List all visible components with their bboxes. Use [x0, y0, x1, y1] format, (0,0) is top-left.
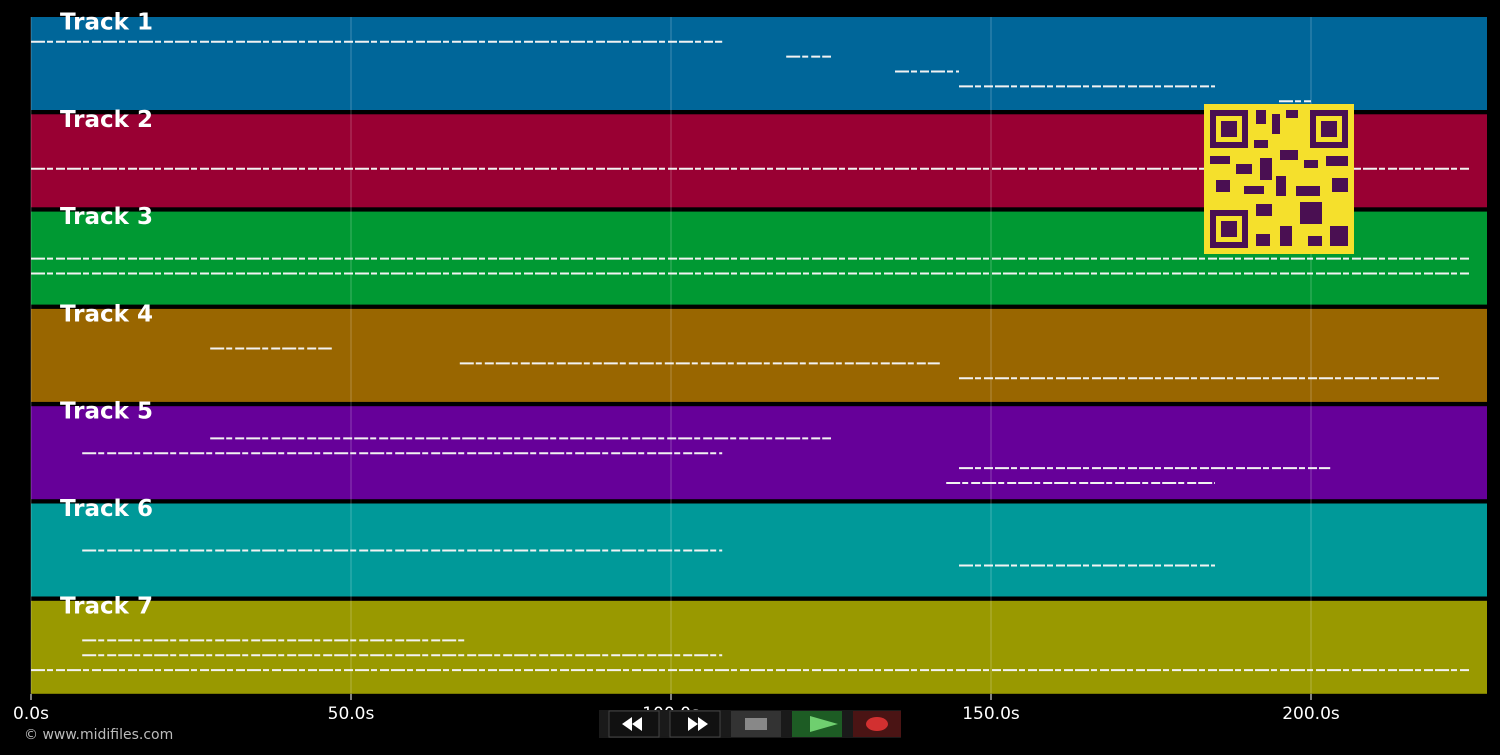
track-band	[31, 503, 1487, 597]
transport-controls	[599, 710, 901, 738]
track-label: Track 3	[60, 204, 153, 230]
labels: Track 1 Track 2 Track 3 Track 4 Track 5 Track…	[60, 10, 153, 620]
track-band	[31, 406, 1487, 500]
x-tick-label: 200.0s	[1282, 704, 1340, 724]
record-button[interactable]	[853, 711, 901, 737]
footer: © www.midifiles.com	[24, 727, 173, 743]
track-label: Track 6	[60, 496, 153, 522]
track-band	[31, 600, 1487, 694]
track-band	[31, 308, 1487, 402]
play-button[interactable]	[792, 711, 842, 737]
qr-code	[1204, 104, 1354, 254]
track-label: Track 5	[60, 399, 153, 425]
x-tick-label: 50.0s	[328, 704, 375, 724]
track-label: Track 4	[60, 301, 153, 327]
x-tick-label: 150.0s	[962, 704, 1020, 724]
stop-button[interactable]	[731, 711, 781, 737]
track-label: Track 7	[60, 593, 153, 619]
track-band	[31, 17, 1487, 110]
track-label: Track 1	[60, 10, 153, 36]
forward-button[interactable]	[669, 710, 721, 738]
track-label: Track 2	[60, 107, 153, 133]
rewind-button[interactable]	[608, 710, 660, 738]
x-tick-label: 0.0s	[13, 704, 49, 724]
